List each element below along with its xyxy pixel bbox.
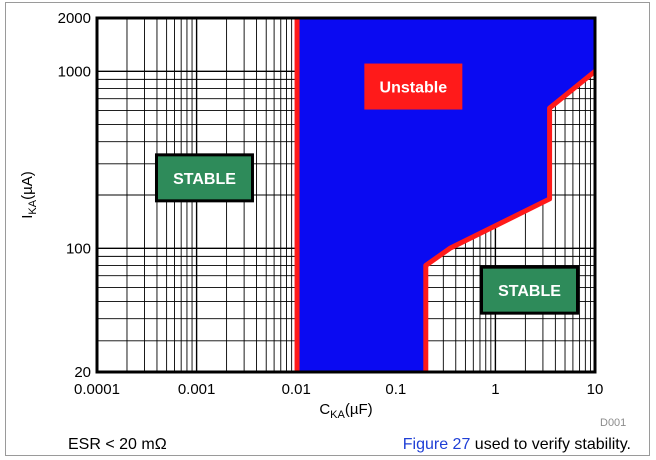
x-tick-label: 0.1 (385, 381, 406, 398)
figure-code: D001 (600, 417, 627, 429)
unstable-label: Unstable (380, 80, 448, 97)
verification-text: used to verify stability. (470, 436, 631, 453)
figure-link[interactable]: Figure 27 (402, 436, 471, 453)
stable-label-box (480, 265, 580, 315)
y-tick-label: 1000 (58, 63, 91, 80)
x-tick-label: 0.01 (282, 381, 311, 398)
y-tick-label: 2000 (58, 10, 91, 27)
stability-chart: Unstable STABLE STABLE 0.0001 0.001 0.01 0.1 1… (19, 10, 604, 421)
x-tick-label: 1 (491, 381, 499, 398)
verification-note: Figure 27 used to verify stability. (403, 436, 631, 454)
stable-label-box (154, 153, 254, 203)
y-tick-label: 100 (66, 240, 91, 257)
x-axis-label: CKA(µF) (319, 401, 372, 421)
figure-frame: Unstable STABLE STABLE 0.0001 0.001 0.01 0.1 1… (5, 2, 650, 456)
stable-label: STABLE (498, 283, 561, 300)
x-tick-label: 10 (587, 381, 604, 398)
x-tick-label: 0.0001 (74, 381, 120, 398)
region-labels: Unstable STABLE STABLE (154, 63, 580, 315)
plot-border (95, 16, 597, 374)
unstable-boundary-right (423, 69, 597, 372)
unstable-label-box (364, 63, 463, 110)
y-axis-label: IKA(µA) (19, 171, 39, 219)
tick-labels: 0.0001 0.001 0.01 0.1 1 10 20 100 1000 2000 (58, 10, 604, 398)
x-tick-label: 0.001 (178, 381, 216, 398)
stable-label: STABLE (173, 171, 236, 188)
y-tick-label: 20 (74, 364, 91, 381)
esr-note: ESR < 20 mΩ (68, 436, 167, 453)
